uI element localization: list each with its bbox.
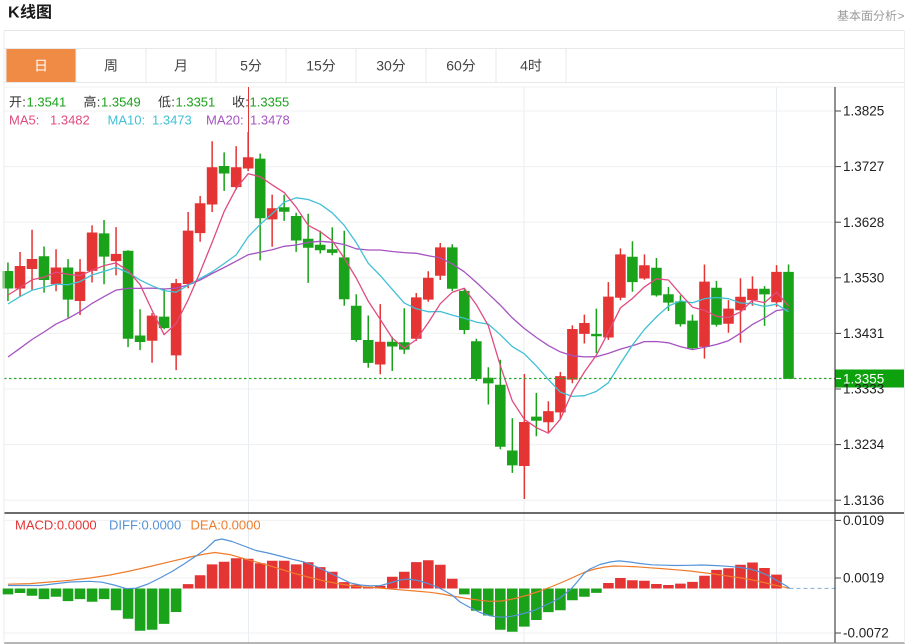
- svg-text::: :: [245, 95, 249, 110]
- svg-text:1.3541: 1.3541: [27, 95, 67, 110]
- svg-text:MA5:: MA5:: [9, 113, 39, 128]
- svg-text:1.3727: 1.3727: [843, 159, 884, 174]
- svg-text:MACD:0.0000: MACD:0.0000: [15, 518, 97, 533]
- svg-text:0.0019: 0.0019: [843, 571, 884, 586]
- svg-text:-0.0072: -0.0072: [843, 626, 889, 641]
- svg-text:1.3473: 1.3473: [152, 113, 192, 128]
- svg-text:1.3136: 1.3136: [843, 493, 884, 508]
- svg-text:1.3234: 1.3234: [843, 437, 885, 452]
- svg-text:1.3355: 1.3355: [843, 371, 884, 386]
- svg-text:1.3549: 1.3549: [101, 95, 141, 110]
- svg-text:DIFF:0.0000: DIFF:0.0000: [109, 518, 181, 533]
- svg-text:1.3351: 1.3351: [176, 95, 216, 110]
- svg-text::: :: [97, 95, 101, 110]
- svg-text:30: 30: [376, 58, 392, 74]
- svg-text:1.3478: 1.3478: [250, 113, 290, 128]
- svg-text:4: 4: [520, 58, 528, 74]
- svg-text:MA20:: MA20:: [206, 113, 244, 128]
- svg-text:1.3530: 1.3530: [843, 270, 884, 285]
- svg-text:1.3628: 1.3628: [843, 215, 884, 230]
- svg-text:5: 5: [240, 58, 248, 74]
- svg-text:1.3825: 1.3825: [843, 104, 884, 119]
- svg-text:1.3355: 1.3355: [250, 95, 290, 110]
- svg-text:60: 60: [446, 58, 462, 74]
- svg-text:DEA:0.0000: DEA:0.0000: [191, 518, 261, 533]
- svg-text:15: 15: [306, 58, 322, 74]
- svg-text:MA10:: MA10:: [108, 113, 146, 128]
- svg-text:0.0109: 0.0109: [843, 513, 884, 528]
- svg-text::: :: [22, 95, 26, 110]
- svg-text:K: K: [8, 5, 20, 22]
- svg-text:1.3431: 1.3431: [843, 326, 884, 341]
- svg-text:>: >: [898, 9, 905, 23]
- svg-text::: :: [171, 95, 175, 110]
- svg-text:1.3482: 1.3482: [50, 113, 90, 128]
- svg-text:1.3333: 1.3333: [843, 382, 884, 397]
